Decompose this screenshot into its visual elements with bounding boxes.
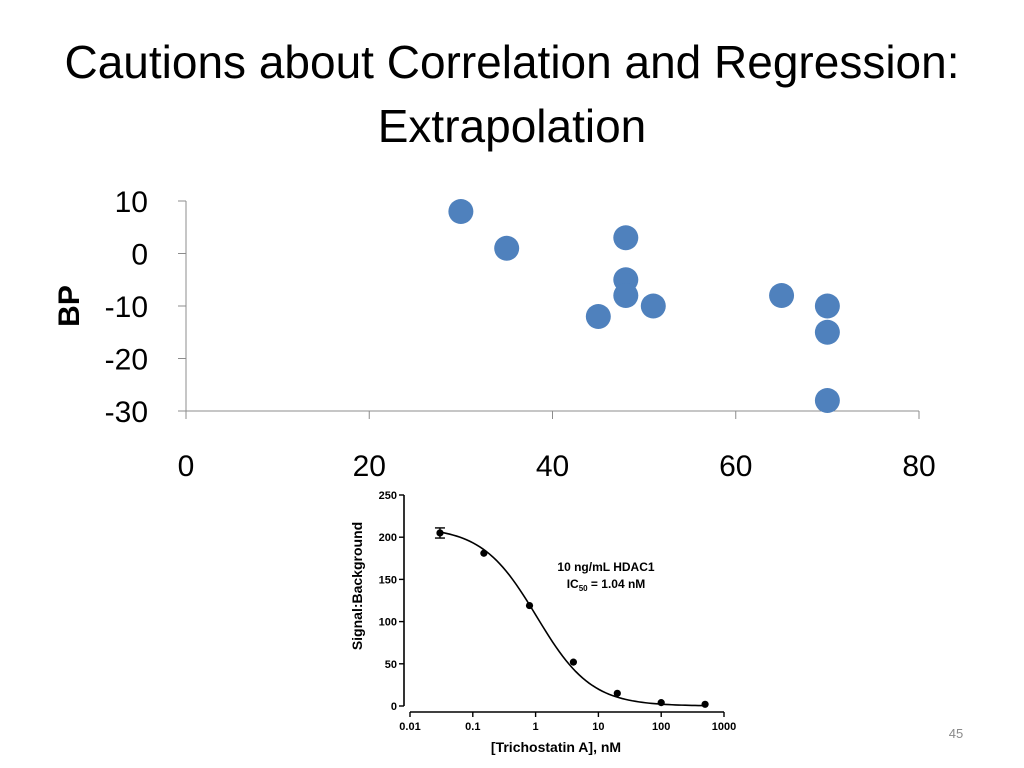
dose-y-tick-label: 50 xyxy=(385,659,397,671)
slide-page-number: 45 xyxy=(948,726,964,741)
ic-subscript: 50 xyxy=(579,584,588,593)
dose-x-axis-label: [Trichostatin A], nM xyxy=(491,739,621,755)
scatter-y-tick-label: 0 xyxy=(131,239,148,272)
ic-prefix: IC xyxy=(567,577,579,591)
scatter-point xyxy=(814,293,840,319)
dose-fit-curve xyxy=(439,531,706,707)
dose-annotation-ic50: IC50 = 1.04 nM xyxy=(567,577,646,593)
dose-point xyxy=(701,700,709,708)
scatter-x-tick-label: 20 xyxy=(353,450,386,483)
scatter-point xyxy=(814,388,840,413)
scatter-x-tick-label: 60 xyxy=(719,450,752,483)
scatter-point xyxy=(640,293,666,319)
scatter-x-tick-label: 80 xyxy=(902,450,935,483)
dose-x-tick-label: 100 xyxy=(652,721,670,733)
ic-value: = 1.04 nM xyxy=(588,577,646,591)
scatter-point xyxy=(814,319,840,345)
dose-x-tick-label: 10 xyxy=(592,721,604,733)
dose-y-axis-label: Signal:Background xyxy=(349,522,365,650)
dose-point xyxy=(436,529,444,537)
dose-y-tick-label: 250 xyxy=(379,490,397,502)
dose-point xyxy=(525,601,534,610)
slide-title-line-2: Extrapolation xyxy=(377,100,647,152)
dose-point xyxy=(480,549,488,557)
slide-title: Cautions about Correlation and Regressio… xyxy=(0,30,1024,158)
scatter-point xyxy=(613,283,639,308)
scatter-y-tick-label: -10 xyxy=(105,291,148,324)
dose-point xyxy=(569,658,578,666)
scatter-point xyxy=(613,225,639,251)
dose-x-tick-label: 0.01 xyxy=(399,721,420,733)
scatter-point xyxy=(494,235,520,261)
dose-y-tick-label: 100 xyxy=(379,617,397,629)
dose-x-tick-label: 1 xyxy=(533,721,539,733)
scatter-x-tick-label: 0 xyxy=(178,450,195,483)
scatter-y-tick-label: -20 xyxy=(105,344,148,377)
scatter-y-tick-label: -30 xyxy=(105,396,148,429)
scatter-y-axis-label: BP xyxy=(53,285,86,327)
dose-x-tick-label: 1000 xyxy=(712,721,736,733)
scatter-chart: BP -30 -20 -10 0 10 0 20 40 60 80 xyxy=(53,186,936,483)
dose-y-tick-label: 200 xyxy=(379,532,397,544)
scatter-x-tick-label: 40 xyxy=(536,450,569,483)
slide-title-line-1: Cautions about Correlation and Regressio… xyxy=(64,36,960,88)
scatter-point xyxy=(769,283,795,308)
scatter-y-tick-label: 10 xyxy=(115,186,148,219)
scatter-point xyxy=(585,304,611,329)
dose-y-tick-label: 0 xyxy=(391,701,397,713)
dose-point xyxy=(657,699,665,707)
dose-response-chart: Signal:Background [Trichostatin A], nM 1… xyxy=(349,490,736,755)
scatter-point xyxy=(448,199,474,224)
dose-x-tick-label: 0.1 xyxy=(465,721,480,733)
dose-point xyxy=(613,689,621,697)
dose-annotation-line-1: 10 ng/mL HDAC1 xyxy=(557,560,654,574)
dose-y-tick-label: 150 xyxy=(379,574,397,586)
